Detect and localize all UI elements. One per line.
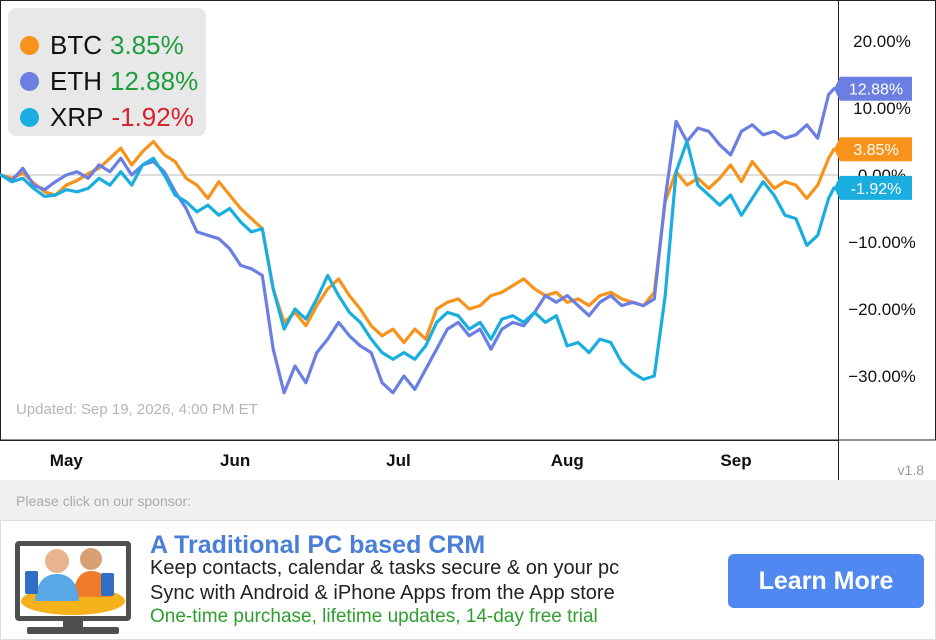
- legend-change-btc: 3.85%: [110, 29, 184, 60]
- sponsor-label: Please click on our sponsor:: [16, 493, 192, 509]
- updated-timestamp: Updated: Sep 19, 2026, 4:00 PM ET: [16, 401, 258, 418]
- sponsor-ad[interactable]: A Traditional PC based CRM Keep contacts…: [0, 520, 936, 640]
- y-tick-label: 10.00%: [853, 99, 911, 118]
- end-tag-btc: 3.85%: [834, 137, 912, 162]
- legend-item-eth: ETH 12.88%: [20, 64, 198, 98]
- x-tick-label: Jul: [386, 451, 411, 470]
- legend-item-btc: BTC 3.85%: [20, 28, 184, 62]
- chart-svg: 20.00%10.00%0.00%−10.00%−20.00%−30.00%Ma…: [0, 0, 936, 480]
- x-tick-label: Aug: [551, 451, 584, 470]
- legend-change-xrp: -1.92%: [111, 101, 194, 132]
- legend-name-btc: BTC: [50, 29, 102, 60]
- crm-logo-icon: [15, 541, 131, 634]
- ad-title[interactable]: A Traditional PC based CRM: [150, 531, 486, 559]
- series-line-btc: [0, 139, 836, 345]
- chart-legend: BTC 3.85% ETH 12.88% XRP -1.92%: [8, 8, 206, 136]
- end-tag-label-xrp: -1.92%: [851, 181, 902, 198]
- y-tick-label: −30.00%: [848, 367, 916, 386]
- learn-more-button[interactable]: Learn More: [728, 554, 924, 608]
- y-tick-label: −20.00%: [848, 300, 916, 319]
- end-tag-bg-eth: [834, 76, 912, 101]
- legend-dot-xrp: [20, 107, 39, 127]
- ad-line-1: Keep contacts, calendar & tasks secure &…: [150, 557, 620, 579]
- x-tick-label: Sep: [720, 451, 751, 470]
- y-tick-label: 20.00%: [853, 32, 911, 51]
- end-tag-bg-btc: [834, 137, 912, 162]
- legend-name-xrp: XRP: [50, 101, 104, 132]
- sponsor-band: [0, 480, 936, 520]
- x-tick-label: May: [50, 451, 84, 470]
- legend-dot-btc: [20, 35, 39, 55]
- legend-change-eth: 12.88%: [110, 65, 199, 96]
- y-tick-label: −10.00%: [848, 233, 916, 252]
- ad-line-3: One-time purchase, lifetime updates, 14-…: [150, 606, 598, 627]
- end-tag-xrp: -1.92%: [834, 175, 912, 200]
- end-tag-eth: 12.88%: [834, 76, 912, 101]
- legend-name-eth: ETH: [50, 65, 102, 96]
- series-line-xrp: [0, 139, 836, 381]
- end-tag-label-btc: 3.85%: [853, 142, 898, 159]
- crypto-performance-chart: 20.00% 10.00% 0.00% −10.00% −20.00% −30.00% Ma…: [0, 0, 936, 480]
- ad-line-2: Sync with Android & iPhone Apps from the…: [150, 582, 615, 604]
- version-label: v1.8: [897, 462, 924, 478]
- legend-dot-eth: [20, 71, 39, 91]
- legend-item-xrp: XRP -1.92%: [20, 100, 194, 134]
- end-tag-bg-xrp: [834, 175, 912, 200]
- x-tick-label: Jun: [220, 451, 250, 470]
- end-tag-label-eth: 12.88%: [849, 82, 903, 99]
